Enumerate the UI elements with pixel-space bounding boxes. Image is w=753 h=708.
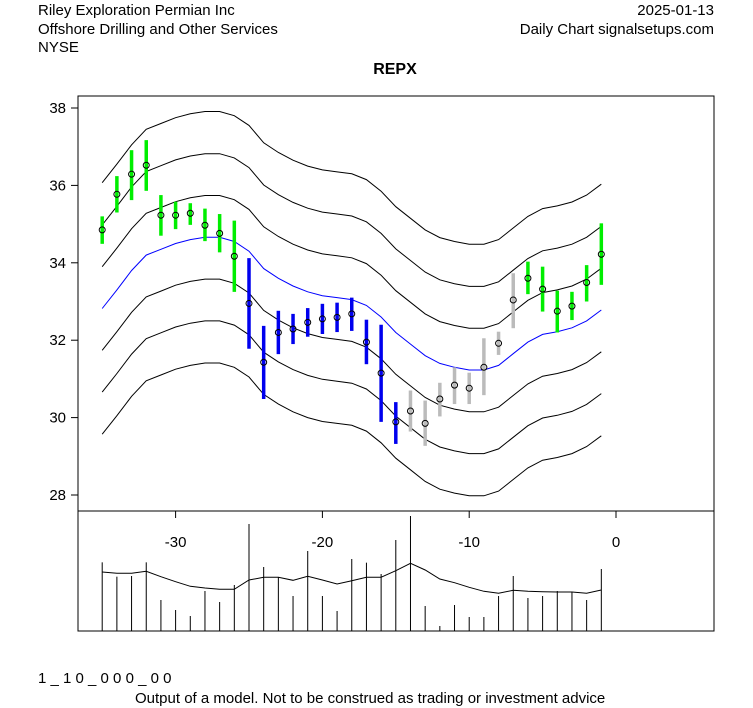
y-tick-label: 30 — [49, 410, 66, 427]
band-line — [101, 320, 602, 455]
company-name: Riley Exploration Permian Inc — [38, 2, 235, 19]
x-tick-label: -30 — [165, 534, 187, 551]
chart-source: Daily Chart signalsetups.com — [519, 21, 714, 38]
y-tick-label: 28 — [49, 487, 66, 504]
close-marker — [451, 381, 459, 389]
close-marker — [128, 170, 136, 178]
y-tick-label: 34 — [49, 255, 66, 272]
close-marker — [524, 274, 532, 282]
close-marker — [289, 325, 297, 333]
close-marker — [436, 395, 444, 403]
exchange: NYSE — [38, 39, 79, 56]
close-marker — [216, 229, 224, 237]
price-panel-frame — [77, 95, 715, 512]
industry: Offshore Drilling and Other Services — [38, 21, 278, 38]
close-marker — [583, 279, 591, 287]
close-marker — [553, 307, 561, 315]
close-marker — [98, 226, 106, 234]
close-marker — [230, 252, 238, 260]
close-marker — [597, 250, 605, 258]
close-marker — [406, 407, 414, 415]
close-marker — [157, 211, 165, 219]
band-line — [101, 195, 602, 329]
close-marker — [568, 302, 576, 310]
close-marker — [362, 338, 370, 346]
close-marker — [186, 209, 194, 217]
close-marker — [274, 328, 282, 336]
close-marker — [392, 418, 400, 426]
close-marker — [539, 285, 547, 293]
y-tick-label: 38 — [49, 100, 66, 117]
disclaimer: Output of a model. Not to be construed a… — [135, 690, 606, 707]
band-line — [101, 278, 602, 413]
close-marker — [172, 211, 180, 219]
close-marker — [480, 363, 488, 371]
band-line — [101, 153, 602, 287]
x-tick-label: -20 — [312, 534, 334, 551]
close-marker — [495, 339, 503, 347]
model-code: 1 _ 1 0 _ 0 0 0 _ 0 0 — [38, 670, 172, 687]
x-tick-label: 0 — [612, 534, 620, 551]
close-marker — [509, 296, 517, 304]
chart-title: REPX — [373, 61, 417, 78]
close-marker — [304, 318, 312, 326]
close-marker — [465, 384, 473, 392]
band-line — [101, 111, 602, 245]
y-tick-label: 32 — [49, 332, 66, 349]
close-marker — [260, 358, 268, 366]
band-line — [101, 362, 602, 497]
close-marker — [201, 221, 209, 229]
close-marker — [348, 310, 356, 318]
close-marker — [142, 161, 150, 169]
close-marker — [318, 315, 326, 323]
close-marker — [113, 190, 121, 198]
close-marker — [377, 369, 385, 377]
volume-average-line — [102, 562, 602, 594]
y-tick-label: 36 — [49, 177, 66, 194]
chart-date: 2025-01-13 — [637, 2, 714, 19]
close-marker — [421, 419, 429, 427]
close-marker — [245, 299, 253, 307]
close-marker — [333, 313, 341, 321]
x-tick-label: -10 — [458, 534, 480, 551]
